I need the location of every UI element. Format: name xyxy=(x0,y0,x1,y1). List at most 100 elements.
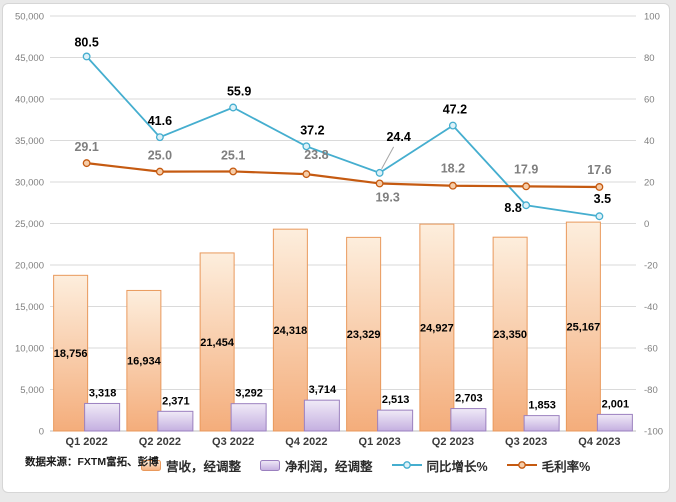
data-point-marker xyxy=(522,182,531,191)
data-point-marker xyxy=(302,170,311,179)
right-axis-tick: 20 xyxy=(644,178,655,189)
line-data-label: 41.6 xyxy=(148,114,172,128)
x-axis-label: Q2 2022 xyxy=(139,436,181,448)
bar-data-label: 2,513 xyxy=(382,394,410,406)
legend-bar-swatch xyxy=(260,459,281,471)
revenue-bar xyxy=(346,236,382,432)
net-profit-bar xyxy=(596,413,633,432)
right-axis-tick: -80 xyxy=(644,385,658,396)
bar-data-label: 21,454 xyxy=(200,337,235,349)
bar-series xyxy=(53,221,633,432)
net-profit-bar xyxy=(157,410,194,432)
x-axis-label: Q1 2023 xyxy=(359,436,401,448)
line-data-label: 29.1 xyxy=(74,140,98,154)
right-axis-tick: -100 xyxy=(644,427,663,438)
legend-line-swatch xyxy=(391,461,422,469)
net-profit-bar xyxy=(230,403,267,432)
left-axis-tick: 30,000 xyxy=(15,178,44,189)
data-point-marker xyxy=(229,167,238,176)
legend-item-1: 净利润，经调整 xyxy=(260,456,373,475)
left-axis-tick: 50,000 xyxy=(15,12,44,23)
data-point-marker xyxy=(448,181,457,190)
bar-data-label: 24,927 xyxy=(420,323,454,335)
gross-margin-line xyxy=(86,162,600,189)
right-axis-tick: 0 xyxy=(644,219,649,230)
net-profit-bar xyxy=(523,415,560,432)
legend-label: 净利润，经调整 xyxy=(285,459,373,474)
right-axis-tick: 40 xyxy=(644,136,655,147)
line-series xyxy=(82,52,604,221)
bar-data-label: 2,001 xyxy=(602,398,630,410)
right-axis-tick: -40 xyxy=(644,302,658,313)
data-labels: 18,756 16,934 21,454 24,318 23,329 24,927 23,3… xyxy=(54,35,629,411)
net-profit-bar xyxy=(450,408,487,432)
line-data-label: 80.5 xyxy=(74,35,98,49)
data-point-marker xyxy=(595,183,604,191)
line-data-label: 24.4 xyxy=(386,130,410,144)
data-point-marker xyxy=(155,133,164,142)
legend-label: 毛利率% xyxy=(541,459,591,474)
revenue-bar xyxy=(419,223,455,432)
bar-data-label: 3,714 xyxy=(309,384,337,396)
bar-data-label: 23,350 xyxy=(493,329,527,341)
line-data-label: 37.2 xyxy=(300,123,324,137)
line-data-label: 17.6 xyxy=(587,163,611,177)
bar-data-label: 3,318 xyxy=(89,387,117,399)
data-point-marker xyxy=(302,142,311,151)
left-axis-tick: 45,000 xyxy=(15,53,44,64)
line-data-label: 19.3 xyxy=(375,190,399,204)
label-leader-line xyxy=(381,146,395,170)
data-point-marker xyxy=(155,167,164,176)
legend-item-0: 营收，经调整 xyxy=(141,456,241,475)
right-axis-tick: 60 xyxy=(644,95,655,106)
net-profit-bar xyxy=(84,402,121,432)
right-axis-tick: 80 xyxy=(644,53,655,64)
left-axis-tick: 10,000 xyxy=(15,344,44,355)
left-axis-tick: 25,000 xyxy=(15,219,44,230)
bar-data-label: 2,371 xyxy=(162,395,190,407)
x-axis-label: Q3 2023 xyxy=(505,436,547,448)
x-axis-label: Q1 2022 xyxy=(66,436,108,448)
legend-label: 营收，经调整 xyxy=(166,459,242,474)
data-point-marker xyxy=(82,52,91,61)
line-data-label: 3.5 xyxy=(594,192,611,206)
legend-line-swatch xyxy=(506,461,537,469)
data-point-marker xyxy=(375,168,384,177)
bar-data-label: 18,756 xyxy=(54,348,88,360)
line-data-label: 17.9 xyxy=(514,162,538,176)
bar-data-label: 24,318 xyxy=(274,325,308,337)
data-point-marker xyxy=(448,121,457,130)
legend-item-3: 毛利率% xyxy=(506,456,591,475)
bar-data-label: 16,934 xyxy=(127,356,162,368)
axes: 0 5,000 10,000 15,000 20,000 25,000 30,000 35,0… xyxy=(15,12,663,449)
data-point-marker xyxy=(375,179,384,188)
line-data-label: 55.9 xyxy=(227,85,251,99)
left-axis-tick: 15,000 xyxy=(15,302,44,313)
data-point-marker xyxy=(229,103,238,112)
line-data-label: 25.1 xyxy=(221,148,245,162)
data-point-marker xyxy=(522,201,531,210)
bar-data-label: 3,292 xyxy=(235,388,263,400)
yoy-growth-line xyxy=(85,55,600,218)
data-point-marker xyxy=(595,212,604,221)
revenue-bar xyxy=(565,221,601,432)
line-data-label: 23.8 xyxy=(304,148,328,162)
revenue-bar xyxy=(199,252,235,432)
revenue-bar xyxy=(492,236,528,432)
source-note: 数据来源：FXTM富拓、彭博 xyxy=(25,456,159,468)
line-data-label: 25.0 xyxy=(148,149,172,163)
x-axis-label: Q2 2023 xyxy=(432,436,474,448)
chart-legend: 营收，经调整 净利润，经调整 同比增长% 毛利率% xyxy=(141,456,590,474)
revenue-bar xyxy=(272,228,308,432)
line-data-label: 8.8 xyxy=(504,201,521,215)
chart-frame: 0 5,000 10,000 15,000 20,000 25,000 30,000 35,0… xyxy=(2,3,670,493)
bar-data-label: 23,329 xyxy=(347,329,381,341)
legend-bar-swatch xyxy=(141,459,161,471)
right-axis-tick: -20 xyxy=(644,261,658,272)
line-data-label: 47.2 xyxy=(443,103,467,117)
line-data-label: 18.2 xyxy=(441,162,465,176)
legend-item-2: 同比增长% xyxy=(391,456,488,475)
net-profit-bar xyxy=(303,399,340,432)
left-axis-tick: 40,000 xyxy=(15,95,44,106)
